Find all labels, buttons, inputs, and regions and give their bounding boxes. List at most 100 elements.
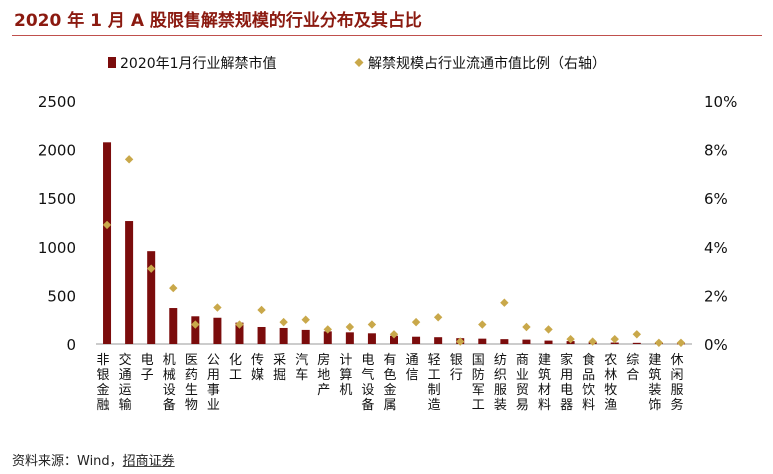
ratio-series (102, 155, 686, 347)
ratio-point (323, 325, 332, 334)
bar-series (103, 142, 685, 345)
x-tick-label: 食品饮料 (582, 352, 595, 413)
bar (522, 339, 531, 344)
x-tick-label: 化工 (229, 353, 242, 383)
source-brand-link[interactable]: 招商证券 (122, 454, 175, 469)
x-tick-label: 公用事业 (207, 353, 220, 413)
ratio-point (632, 330, 642, 339)
x-tick-label: 商业贸易 (516, 353, 529, 413)
ratio-point (654, 338, 664, 347)
bar (169, 308, 178, 344)
ratio-point (389, 330, 399, 339)
ratio-point (588, 337, 597, 346)
x-tick-label: 休闲服务 (670, 353, 683, 413)
chart-title: 2020 年 1 月 A 股限售解禁规模的行业分布及其占比 (14, 11, 422, 31)
bar (257, 326, 266, 344)
bar (125, 221, 134, 344)
x-tick-label: 汽车 (295, 353, 308, 383)
ratio-point (367, 320, 377, 329)
bar (213, 317, 222, 344)
x-tick-label: 传媒 (251, 353, 264, 383)
ratio-point (191, 320, 200, 329)
legend-diamond-swatch (354, 58, 364, 67)
y-left-tick-label: 1000 (38, 239, 76, 257)
bar (279, 327, 288, 344)
x-tick-label: 通信 (406, 353, 419, 383)
x-tick-label: 计算机 (339, 353, 352, 398)
x-tick-label: 采掘 (273, 353, 286, 383)
ratio-point (213, 303, 222, 312)
bar (412, 336, 421, 344)
y-right-tick-label: 2% (704, 287, 728, 305)
y-left-tick-label: 0 (66, 336, 76, 354)
x-tick-label: 电子 (141, 353, 154, 383)
y-left-tick-label: 2000 (38, 142, 76, 160)
ratio-point (478, 320, 487, 329)
y-right-tick-label: 10% (704, 93, 737, 111)
legend: 2020年1月行业解禁市值 解禁规模占行业流通市值比例（右轴） (108, 55, 606, 72)
ratio-point (279, 317, 288, 327)
bar (390, 335, 398, 344)
ratio-point (566, 334, 575, 344)
legend-ratio-label: 解禁规模占行业流通市值比例（右轴） (368, 55, 606, 72)
bar (191, 316, 200, 344)
ratio-point (522, 322, 531, 332)
ratio-point (124, 155, 134, 164)
ratio-point (301, 315, 310, 324)
ratio-point (433, 313, 443, 322)
title-underline (12, 35, 762, 36)
x-tick-label: 家用电器 (560, 352, 573, 413)
x-tick-label: 交通运输 (119, 352, 132, 413)
bar-diamond-chart: 2020年1月行业解禁市值 解禁规模占行业流通市值比例（右轴） 0 500 1000 1… (38, 55, 738, 413)
ratio-point (676, 338, 686, 347)
x-tick-label: 医药生物 (185, 353, 198, 413)
ratio-point (411, 317, 421, 327)
bar (367, 333, 376, 344)
y-right-tick-label: 6% (704, 190, 728, 208)
x-tick-label: 纺织服装 (494, 353, 507, 413)
y-axis-right: 0% 2% 4% 6% 8% 10% (704, 93, 737, 354)
y-left-tick-label: 1500 (38, 190, 76, 208)
bar (345, 332, 354, 344)
bar (500, 339, 509, 344)
x-tick-labels: 非银金融交通运输电子机械设备医药生物公用事业化工传媒采掘汽车房地产计算机电气设备… (97, 352, 684, 413)
x-tick-label: 农林牧渔 (604, 353, 617, 413)
ratio-point (169, 283, 178, 293)
x-tick-label: 银行 (450, 353, 463, 383)
x-tick-label: 机械设备 (163, 353, 176, 413)
x-tick-label: 有色金属 (383, 353, 396, 413)
bar (301, 329, 310, 344)
ratio-point (102, 220, 112, 230)
bar (235, 322, 244, 344)
bar (478, 338, 487, 344)
y-right-tick-label: 0% (704, 336, 728, 354)
source-prefix: 资料来源：Wind， (12, 454, 123, 469)
ratio-point (146, 264, 156, 273)
x-tick-label: 房地产 (317, 352, 330, 398)
x-tick-label: 非银金融 (97, 353, 110, 413)
bar (147, 251, 156, 344)
ratio-point (257, 305, 266, 315)
bar (434, 337, 443, 344)
x-tick-label: 轻工制造 (428, 353, 441, 413)
y-right-tick-label: 8% (704, 142, 728, 160)
bar (544, 340, 553, 344)
ratio-point (456, 337, 465, 346)
y-left-tick-label: 500 (47, 287, 76, 305)
y-axis-left: 0 500 1000 1500 2000 2500 (38, 93, 76, 354)
bar (632, 342, 641, 344)
bar (103, 142, 112, 344)
legend-bar-label: 2020年1月行业解禁市值 (120, 55, 277, 72)
source-note: 资料来源：Wind，招商证券 (12, 450, 175, 469)
bar (323, 331, 332, 344)
x-tick-label: 综合 (626, 353, 639, 383)
x-tick-label: 建筑装饰 (648, 353, 661, 413)
legend-bar-swatch (108, 57, 116, 68)
ratio-point (500, 298, 509, 307)
ratio-point (610, 334, 619, 344)
x-tick-label: 建筑材料 (538, 353, 551, 413)
ratio-point (544, 325, 553, 334)
ratio-point (345, 322, 355, 332)
x-tick-label: 国防军工 (472, 353, 485, 413)
ratio-point (235, 320, 244, 329)
